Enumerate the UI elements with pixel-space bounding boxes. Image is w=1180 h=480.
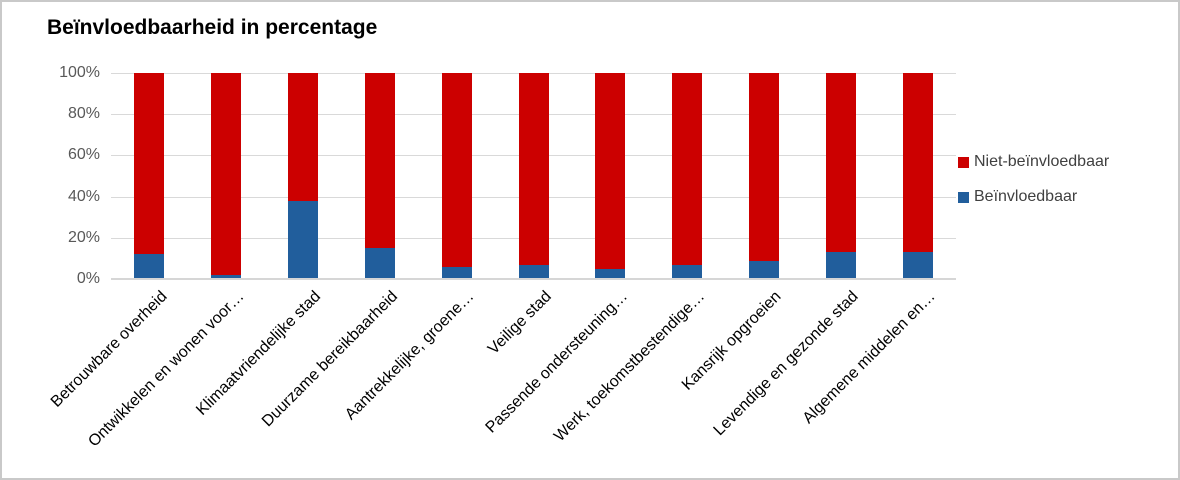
bar-5-be-nvloedbaar bbox=[441, 266, 472, 279]
bar-8-be-nvloedbaar bbox=[672, 264, 703, 279]
legend-swatch-beinvloedbaar bbox=[958, 191, 969, 203]
x-axis-category-label: Ontwikkelen en wonen voor… bbox=[84, 288, 248, 451]
legend-label: Beïnvloedbaar bbox=[974, 188, 1078, 205]
x-axis-category-label: Klimaatvriendelijke stad bbox=[193, 288, 325, 419]
y-axis-tick-label: 0% bbox=[76, 270, 100, 287]
bar-10-niet-be-nvloedbaar bbox=[825, 73, 856, 253]
legend: Niet-beïnvloedbaar Beïnvloedbaar bbox=[958, 151, 1109, 208]
bar-5-niet-be-nvloedbaar bbox=[441, 73, 472, 267]
chart-title: Beïnvloedbaarheid in percentage bbox=[47, 16, 378, 39]
legend-item-beinvloedbaar: Beïnvloedbaar bbox=[958, 186, 1109, 208]
x-axis-category-label: Algemene middelen en… bbox=[799, 288, 939, 428]
bar-11-be-nvloedbaar bbox=[902, 252, 933, 279]
bar-2-be-nvloedbaar bbox=[211, 274, 242, 279]
bar-3-be-nvloedbaar bbox=[288, 200, 318, 279]
legend-swatch-niet-beinvloedbaar bbox=[958, 156, 969, 168]
x-axis-category-label: Aantrekkelijke, groene… bbox=[342, 288, 478, 424]
bar-8-niet-be-nvloedbaar bbox=[672, 73, 703, 265]
bar-7-be-nvloedbaar bbox=[595, 268, 626, 279]
bar-1-be-nvloedbaar bbox=[134, 254, 165, 279]
x-axis-category-label: Werk, toekomstbestendige… bbox=[551, 288, 709, 446]
bar-9-niet-be-nvloedbaar bbox=[749, 73, 779, 261]
bar-1-niet-be-nvloedbaar bbox=[134, 73, 165, 255]
x-axis-line bbox=[111, 278, 956, 280]
bar-3-niet-be-nvloedbaar bbox=[288, 73, 318, 201]
bar-10-be-nvloedbaar bbox=[825, 252, 856, 279]
legend-item-niet-beinvloedbaar: Niet-beïnvloedbaar bbox=[958, 151, 1109, 173]
bar-4-niet-be-nvloedbaar bbox=[364, 73, 395, 249]
y-axis-tick-label: 60% bbox=[67, 146, 100, 164]
bar-4-be-nvloedbaar bbox=[364, 248, 395, 279]
bar-7-niet-be-nvloedbaar bbox=[595, 73, 626, 269]
x-axis-category-label: Duurzame bereikbaarheid bbox=[258, 288, 401, 431]
legend-label: Niet-beïnvloedbaar bbox=[974, 153, 1110, 170]
x-axis-category-label: Passende ondersteuning… bbox=[482, 288, 632, 437]
bar-9-be-nvloedbaar bbox=[749, 260, 779, 279]
bar-6-be-nvloedbaar bbox=[518, 264, 549, 279]
x-axis-category-label: Veilige stad bbox=[484, 288, 555, 358]
y-axis-tick-label: 20% bbox=[67, 228, 100, 246]
y-axis-tick-label: 80% bbox=[67, 105, 100, 123]
y-axis-tick-label: 100% bbox=[59, 64, 100, 81]
y-axis-tick-label: 40% bbox=[67, 187, 100, 205]
bar-6-niet-be-nvloedbaar bbox=[518, 73, 549, 265]
x-axis-category-label: Levendige en gezonde stad bbox=[710, 288, 862, 440]
bar-11-niet-be-nvloedbaar bbox=[902, 73, 933, 253]
bar-2-niet-be-nvloedbaar bbox=[211, 73, 242, 275]
